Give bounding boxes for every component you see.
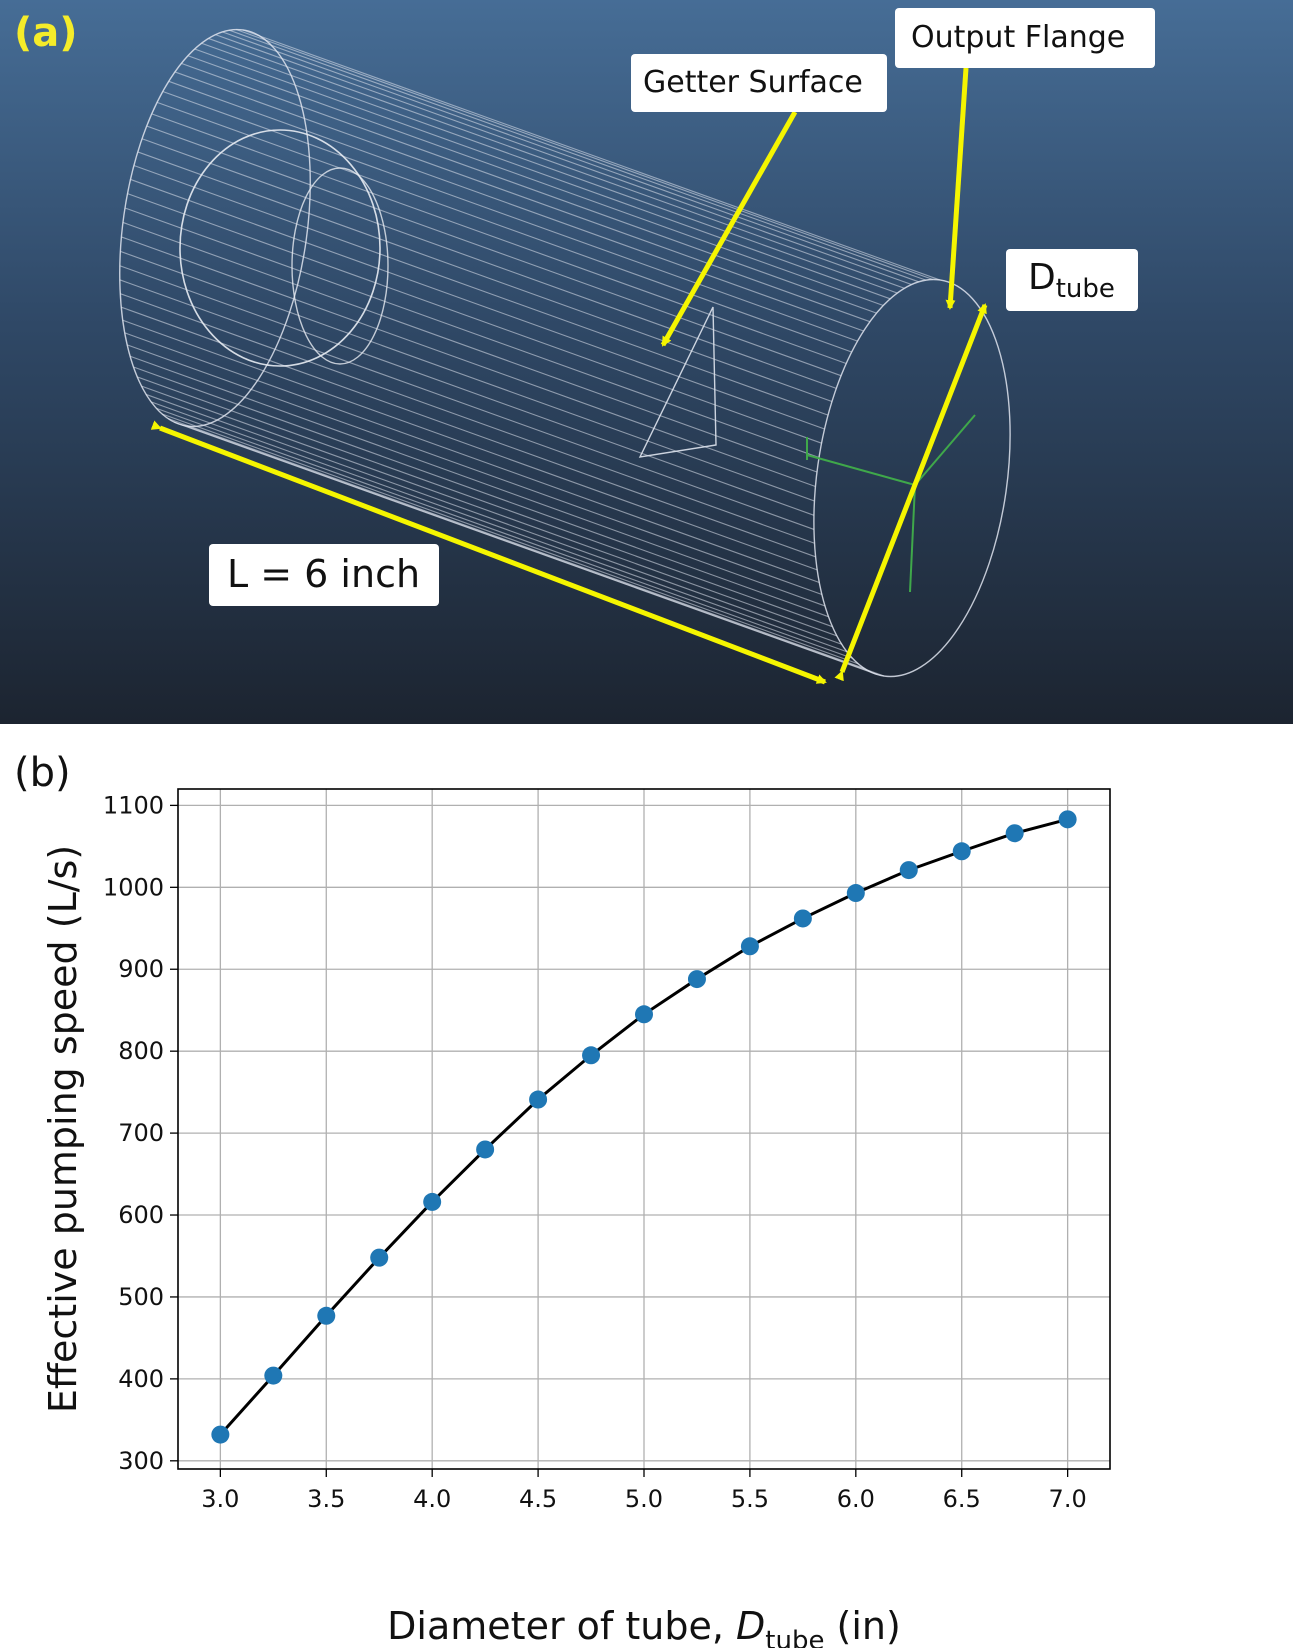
data-point (370, 1248, 389, 1267)
pumping-speed-chart: 3.0 3.5 4.0 4.5 5.0 5.5 6.0 6.5 7.0 300 400 500 600 7… (41, 788, 1111, 1648)
x-tick-label: 6.5 (943, 1485, 981, 1513)
inner-flange-ring-2 (291, 167, 389, 365)
wireframe-line (130, 178, 825, 430)
y-tick-label: 500 (118, 1283, 164, 1311)
y-tick-label: 1000 (103, 873, 164, 901)
wireframe-line (222, 31, 919, 283)
tube-wireframe (119, 28, 1011, 685)
wireframe-line (242, 29, 941, 281)
wireframe-line (156, 101, 852, 353)
wireframe-line (161, 413, 859, 665)
x-axis-label: Diameter of tube, Dtube (in) (387, 1604, 901, 1648)
wireframe-line (208, 37, 905, 289)
data-point (740, 937, 759, 956)
y-tick-label: 700 (118, 1119, 164, 1147)
getter-arrow (660, 110, 798, 347)
wireframe-line (133, 165, 829, 416)
x-tick-label: 4.5 (519, 1485, 557, 1513)
diameter-arrow (834, 303, 988, 682)
data-point (687, 970, 706, 989)
x-tick-label: 5.5 (731, 1485, 769, 1513)
wireframe-line (124, 207, 820, 459)
wireframe-line (146, 125, 842, 377)
data-point (899, 861, 918, 880)
y-tick-label: 800 (118, 1037, 164, 1065)
x-tick-label: 5.0 (625, 1485, 663, 1513)
d-tube-label: D (1028, 257, 1056, 298)
data-point (476, 1140, 495, 1159)
wireframe-line (235, 29, 934, 281)
wireframe-line (141, 138, 837, 389)
d-tube-callout: Dtube (1006, 249, 1138, 311)
tube-back-rim (119, 28, 311, 428)
output-flange-callout: Output Flange (895, 8, 1155, 68)
y-tick-label: 400 (118, 1365, 164, 1393)
x-tick-label: 3.0 (201, 1485, 239, 1513)
wireframe-line (194, 48, 891, 300)
axis-ticks: 3.0 3.5 4.0 4.5 5.0 5.5 6.0 6.5 7.0 300 400 500 600 7… (103, 791, 1087, 1513)
data-point (317, 1306, 336, 1325)
wireframe-line (187, 55, 884, 307)
length-arrow (150, 420, 827, 685)
wireframe-line (121, 236, 816, 488)
wireframe-line (168, 80, 864, 332)
x-tick-label: 7.0 (1049, 1485, 1087, 1513)
data-point (1058, 810, 1077, 829)
data-point (529, 1090, 548, 1109)
wireframe-line (121, 306, 816, 558)
wireframe-line (150, 401, 848, 653)
data-point (635, 1005, 653, 1024)
wireframe-line (201, 42, 898, 294)
wireframe-line (162, 90, 858, 342)
wireframe-line (156, 407, 853, 659)
chart-grid (178, 789, 1110, 1469)
wireframe-line (181, 62, 877, 314)
wireframe-line (137, 151, 833, 403)
getter-surface-callout: Getter Surface (631, 54, 887, 112)
y-tick-label: 900 (118, 955, 164, 983)
y-tick-label: 1100 (103, 791, 164, 819)
inner-flange-ring (179, 129, 381, 367)
data-point (846, 884, 865, 903)
output-flange-label: Output Flange (911, 20, 1126, 55)
chart-series (211, 810, 1077, 1444)
wireframe-line (151, 113, 847, 365)
data-point (582, 1046, 601, 1065)
data-point (264, 1366, 283, 1385)
data-point (211, 1425, 230, 1444)
wireframe-line (145, 393, 842, 645)
coordinate-axes-icon (806, 414, 976, 593)
wireframe-line (119, 279, 815, 530)
d-tube-subscript: tube (1055, 274, 1115, 304)
yellow-arrows (150, 67, 988, 685)
data-point (793, 909, 812, 928)
y-tick-label: 600 (118, 1201, 164, 1229)
data-point (1005, 824, 1024, 843)
panel-a-label: (a) (14, 10, 78, 56)
getter-surface-label: Getter Surface (643, 65, 863, 100)
x-tick-label: 3.5 (307, 1485, 345, 1513)
data-point (423, 1192, 442, 1211)
panel-a-render: (a) Output Flange Getter Surface Dtube L… (0, 0, 1293, 724)
y-axis-label: Effective pumping speed (L/s) (41, 845, 85, 1413)
wireframe-line (174, 71, 871, 323)
wireframe-line (229, 29, 927, 281)
panel-b-label: (b) (14, 750, 71, 796)
flange-arrow (945, 67, 969, 310)
x-tick-label: 6.0 (837, 1485, 875, 1513)
length-label: L = 6 inch (227, 552, 421, 596)
wireframe-line (215, 34, 912, 286)
length-callout: L = 6 inch (209, 544, 439, 606)
y-tick-label: 300 (118, 1447, 164, 1475)
wireframe-line (127, 193, 822, 444)
x-tick-label: 4.0 (413, 1485, 451, 1513)
data-point (952, 842, 971, 861)
